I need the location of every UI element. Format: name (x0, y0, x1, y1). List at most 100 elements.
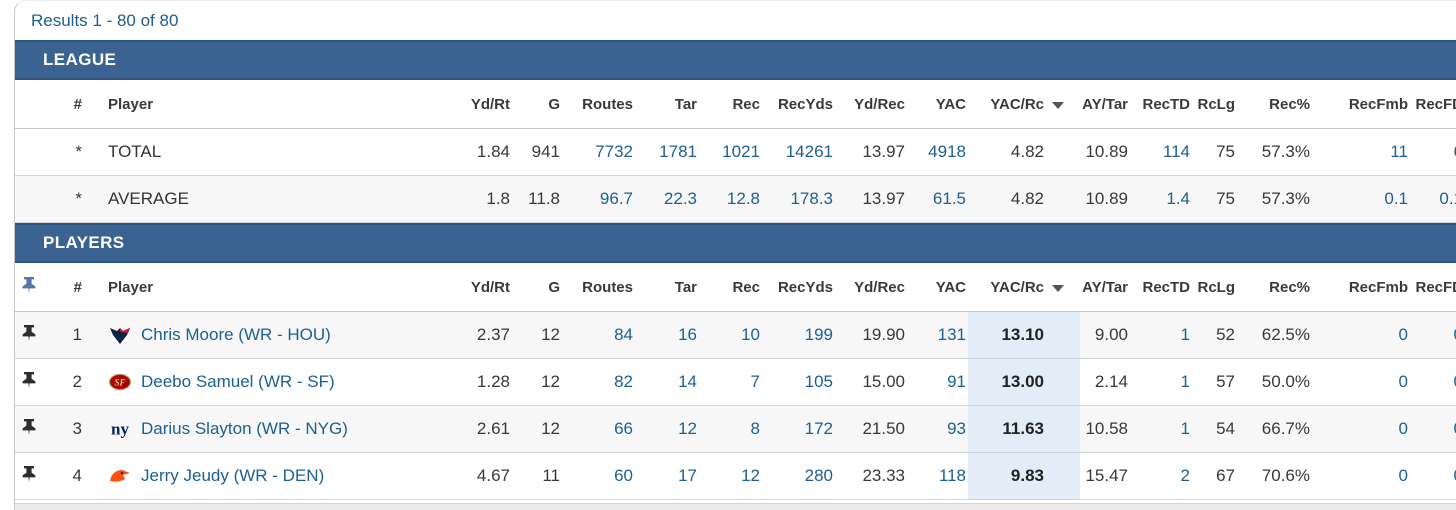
stat-recfmb[interactable]: 0.1 (1384, 189, 1408, 208)
stat-tar[interactable]: 1781 (659, 142, 697, 161)
stat-rectd[interactable]: 114 (1162, 142, 1190, 161)
player-link[interactable]: Chris Moore (WR - HOU) (141, 325, 331, 344)
results-count: Results 1 - 80 of 80 (31, 11, 179, 30)
stat-recpct: 70.6% (1261, 466, 1310, 485)
stat-rec[interactable]: 12 (741, 466, 760, 485)
stat-g: 12 (541, 372, 560, 391)
stat-recfd[interactable]: 0 (1410, 406, 1456, 453)
col-header-rectd[interactable]: RecTD (1130, 80, 1192, 129)
col-header-tar[interactable]: Tar (635, 80, 699, 129)
stat-rectd[interactable]: 1 (1180, 419, 1190, 438)
stat-recyds[interactable]: 172 (804, 419, 833, 438)
col-header-yac[interactable]: YAC (907, 263, 968, 312)
stat-recyds[interactable]: 178.3 (790, 189, 833, 208)
stat-yac[interactable]: 4918 (928, 142, 966, 161)
col-header-aytar[interactable]: AY/Tar (1080, 263, 1130, 312)
pin-button[interactable] (15, 312, 45, 359)
col-header-player[interactable]: Player (90, 80, 410, 129)
col-header-recfd[interactable]: RecFD (1410, 80, 1456, 129)
stat-routes[interactable]: 82 (614, 372, 633, 391)
pin-button[interactable] (15, 406, 45, 453)
col-header-player[interactable]: Player (90, 263, 410, 312)
stat-rec[interactable]: 10 (741, 325, 760, 344)
team-logo-nyg: ny (108, 418, 132, 440)
col-header-recyds[interactable]: RecYds (762, 80, 835, 129)
pin-button[interactable] (15, 453, 45, 500)
stat-tar[interactable]: 16 (678, 325, 697, 344)
stat-rectd[interactable]: 1 (1180, 325, 1190, 344)
stat-recfd[interactable]: 6 (1410, 129, 1456, 176)
col-header-recpct[interactable]: Rec% (1237, 263, 1312, 312)
stat-yacrc-sorted: 9.83 (968, 452, 1080, 500)
col-header-recyds[interactable]: RecYds (762, 263, 835, 312)
player-link[interactable]: Darius Slayton (WR - NYG) (141, 419, 348, 438)
col-header-g[interactable]: G (512, 80, 562, 129)
stat-recyds[interactable]: 199 (804, 325, 833, 344)
col-header-ydrt[interactable]: Yd/Rt (410, 263, 512, 312)
stat-rec[interactable]: 7 (750, 372, 760, 391)
col-header-tar[interactable]: Tar (635, 263, 699, 312)
col-header-recfd[interactable]: RecFD (1410, 263, 1456, 312)
col-header-rec[interactable]: Rec (699, 263, 762, 312)
stat-rec[interactable]: 8 (750, 419, 760, 438)
stat-yac[interactable]: 61.5 (932, 189, 966, 208)
stat-tar[interactable]: 22.3 (663, 189, 697, 208)
player-link[interactable]: Deebo Samuel (WR - SF) (141, 372, 335, 391)
col-header-g[interactable]: G (512, 263, 562, 312)
stat-tar[interactable]: 12 (678, 419, 697, 438)
pin-button[interactable] (15, 359, 45, 406)
stat-yac[interactable]: 91 (947, 372, 966, 391)
stat-routes[interactable]: 96.7 (599, 189, 633, 208)
stat-tar[interactable]: 17 (678, 466, 697, 485)
col-header-recfmb[interactable]: RecFmb (1312, 263, 1410, 312)
col-header-recfmb[interactable]: RecFmb (1312, 80, 1410, 129)
pin-icon (22, 324, 36, 341)
col-header-ydrec[interactable]: Yd/Rec (835, 80, 907, 129)
col-header-recpct[interactable]: Rec% (1237, 80, 1312, 129)
player-link[interactable]: Jerry Jeudy (WR - DEN) (141, 466, 325, 485)
col-header-num[interactable]: # (45, 263, 90, 312)
stat-recfmb[interactable]: 0 (1398, 419, 1408, 438)
col-header-rclg[interactable]: RcLg (1192, 80, 1237, 129)
stat-routes[interactable]: 66 (614, 419, 633, 438)
stat-tar[interactable]: 14 (678, 372, 697, 391)
col-header-num[interactable]: # (45, 80, 90, 129)
stat-routes[interactable]: 84 (614, 325, 633, 344)
svg-text:SF: SF (114, 378, 125, 388)
stat-rec[interactable]: 12.8 (726, 189, 760, 208)
col-header-yac[interactable]: YAC (907, 80, 968, 129)
col-header-ydrt[interactable]: Yd/Rt (410, 80, 512, 129)
stat-recyds[interactable]: 105 (804, 372, 833, 391)
col-header-yacrc[interactable]: YAC/Rc (968, 263, 1080, 312)
stat-yac[interactable]: 118 (938, 466, 966, 485)
col-header-rec[interactable]: Rec (699, 80, 762, 129)
stat-yac[interactable]: 93 (947, 419, 966, 438)
stat-rectd[interactable]: 2 (1180, 466, 1190, 485)
stat-yac[interactable]: 131 (937, 325, 966, 344)
stat-recfmb[interactable]: 0 (1398, 372, 1408, 391)
stat-ydrec: 13.97 (862, 142, 905, 161)
stat-recfd[interactable]: 0 (1410, 312, 1456, 359)
col-header-aytar[interactable]: AY/Tar (1080, 80, 1130, 129)
col-header-routes[interactable]: Routes (562, 263, 635, 312)
col-header-rclg[interactable]: RcLg (1192, 263, 1237, 312)
stat-rec[interactable]: 1021 (722, 142, 760, 161)
stat-recfd[interactable]: 0 (1410, 453, 1456, 500)
stat-recfmb[interactable]: 11 (1390, 142, 1408, 161)
col-header-pin[interactable] (15, 263, 45, 312)
stat-rectd[interactable]: 1.4 (1166, 189, 1190, 208)
stat-recyds[interactable]: 14261 (785, 142, 833, 161)
col-header-ydrec[interactable]: Yd/Rec (835, 263, 907, 312)
stat-recfmb[interactable]: 0 (1398, 466, 1408, 485)
stat-recyds[interactable]: 280 (804, 466, 833, 485)
stat-recfd[interactable]: 0.1 (1439, 189, 1456, 208)
players-section-title: PLAYERS (43, 233, 125, 252)
stat-routes[interactable]: 7732 (595, 142, 633, 161)
col-header-routes[interactable]: Routes (562, 80, 635, 129)
stat-recfd[interactable]: 0 (1410, 359, 1456, 406)
stat-recfmb[interactable]: 0 (1398, 325, 1408, 344)
stat-rectd[interactable]: 1 (1180, 372, 1190, 391)
stat-routes[interactable]: 60 (614, 466, 633, 485)
col-header-yacrc[interactable]: YAC/Rc (968, 80, 1080, 129)
col-header-rectd[interactable]: RecTD (1130, 263, 1192, 312)
